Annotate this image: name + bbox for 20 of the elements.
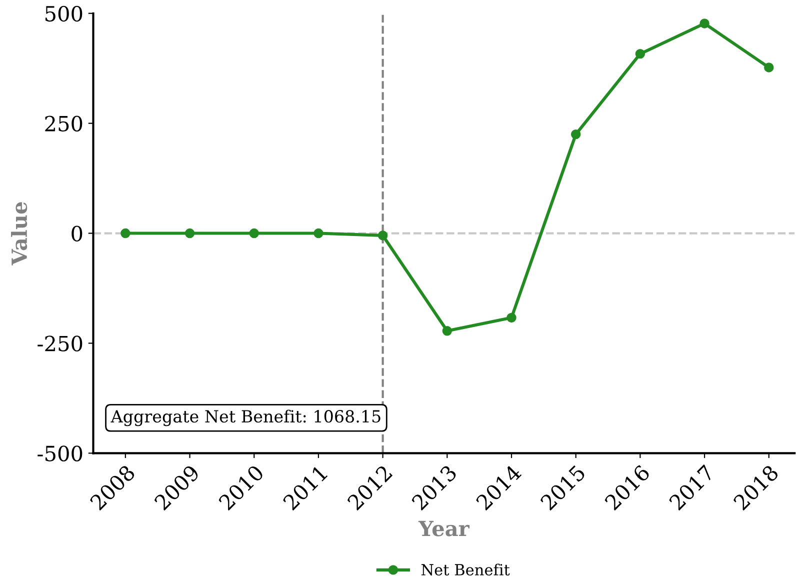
y-tick-label: -250 — [38, 336, 82, 352]
point — [249, 228, 259, 238]
annotation: Aggregate Net Benefit: 1068.15 — [110, 410, 380, 426]
y-tick-label: 500 — [46, 6, 82, 22]
point — [700, 18, 710, 28]
point — [442, 326, 452, 336]
x-axis-title: Year — [418, 520, 470, 536]
y-tick-label: 250 — [45, 116, 82, 132]
point — [314, 228, 324, 238]
point — [378, 230, 388, 240]
point — [570, 129, 581, 140]
point — [635, 48, 646, 59]
y-axis-title: Value — [11, 202, 28, 266]
point — [506, 312, 516, 323]
point — [764, 62, 774, 72]
point — [120, 228, 130, 238]
legend-label: Net Benefit — [421, 564, 510, 576]
y-tick-label: -500 — [38, 446, 82, 462]
y-tick-label: 0 — [72, 226, 82, 242]
point — [184, 228, 195, 238]
